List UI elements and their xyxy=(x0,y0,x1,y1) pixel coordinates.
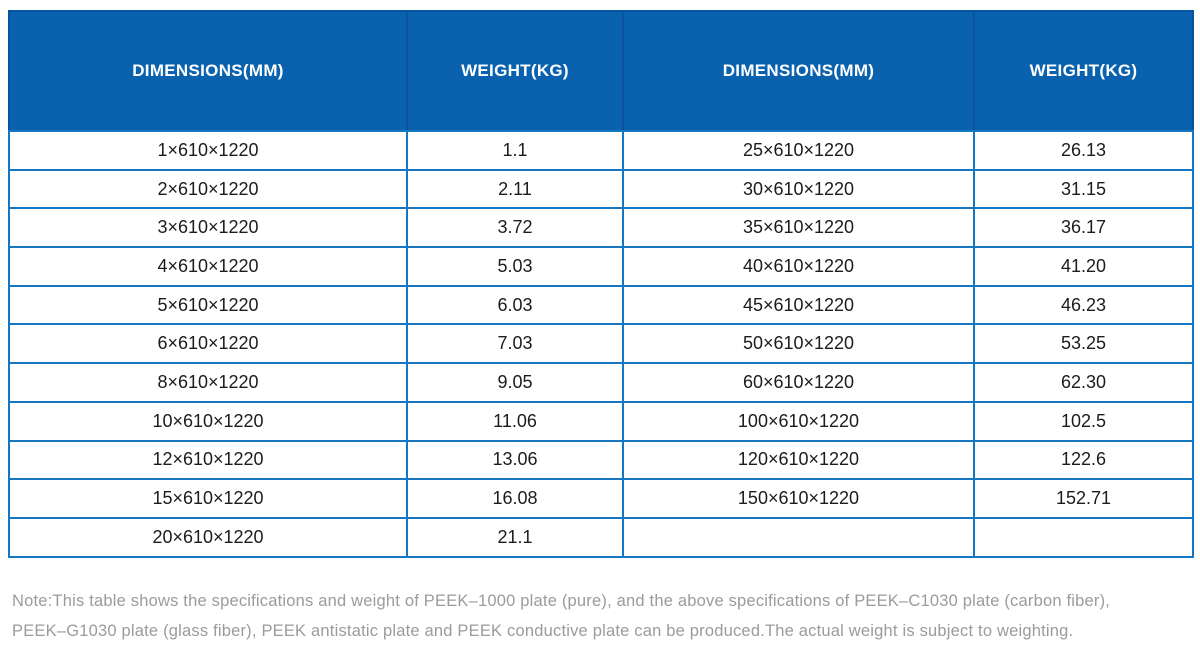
dimensions-cell: 50×610×1220 xyxy=(622,323,975,365)
column-header-weight-left: WEIGHT(KG) xyxy=(406,10,624,132)
weight-cell: 9.05 xyxy=(406,362,624,403)
table-row: 4×610×1220 5.03 40×610×1220 41.20 xyxy=(8,246,1194,287)
weight-cell: 16.08 xyxy=(406,478,624,519)
dimensions-cell: 2×610×1220 xyxy=(8,168,408,210)
weight-cell: 3.72 xyxy=(406,207,624,249)
dimensions-cell: 100×610×1220 xyxy=(622,400,975,442)
weight-cell: 41.20 xyxy=(973,246,1194,287)
weight-cell: 21.1 xyxy=(406,516,624,558)
column-header-dimensions-left: DIMENSIONS(MM) xyxy=(8,10,408,132)
weight-cell: 13.06 xyxy=(406,439,624,481)
dimensions-cell xyxy=(622,516,975,558)
table-row: 12×610×1220 13.06 120×610×1220 122.6 xyxy=(8,439,1194,481)
table-row: 8×610×1220 9.05 60×610×1220 62.30 xyxy=(8,362,1194,403)
weight-cell: 7.03 xyxy=(406,323,624,365)
dimensions-cell: 150×610×1220 xyxy=(622,478,975,519)
table-row: 5×610×1220 6.03 45×610×1220 46.23 xyxy=(8,284,1194,326)
note-text: Note:This table shows the specifications… xyxy=(12,586,1192,646)
dimensions-cell: 60×610×1220 xyxy=(622,362,975,403)
table-row: 15×610×1220 16.08 150×610×1220 152.71 xyxy=(8,478,1194,519)
table-row: 1×610×1220 1.1 25×610×1220 26.13 xyxy=(8,130,1194,171)
weight-cell: 46.23 xyxy=(973,284,1194,326)
dimensions-cell: 20×610×1220 xyxy=(8,516,408,558)
note-line-1: Note:This table shows the specifications… xyxy=(12,592,1111,610)
dimensions-cell: 40×610×1220 xyxy=(622,246,975,287)
weight-cell: 6.03 xyxy=(406,284,624,326)
weight-cell: 122.6 xyxy=(973,439,1194,481)
dimensions-cell: 10×610×1220 xyxy=(8,400,408,442)
weight-cell: 152.71 xyxy=(973,478,1194,519)
table-row: 10×610×1220 11.06 100×610×1220 102.5 xyxy=(8,400,1194,442)
weight-cell: 2.11 xyxy=(406,168,624,210)
dimensions-cell: 12×610×1220 xyxy=(8,439,408,481)
dimensions-cell: 120×610×1220 xyxy=(622,439,975,481)
column-header-dimensions-right: DIMENSIONS(MM) xyxy=(622,10,975,132)
dimensions-cell: 15×610×1220 xyxy=(8,478,408,519)
weight-cell: 36.17 xyxy=(973,207,1194,249)
weight-cell: 102.5 xyxy=(973,400,1194,442)
header-row: DIMENSIONS(MM) WEIGHT(KG) DIMENSIONS(MM)… xyxy=(8,10,1194,132)
weight-cell: 1.1 xyxy=(406,130,624,171)
table-row: 3×610×1220 3.72 35×610×1220 36.17 xyxy=(8,207,1194,249)
column-header-weight-right: WEIGHT(KG) xyxy=(973,10,1194,132)
weight-cell: 62.30 xyxy=(973,362,1194,403)
spec-weight-table: DIMENSIONS(MM) WEIGHT(KG) DIMENSIONS(MM)… xyxy=(8,10,1194,558)
weight-cell xyxy=(973,516,1194,558)
weight-cell: 26.13 xyxy=(973,130,1194,171)
dimensions-cell: 45×610×1220 xyxy=(622,284,975,326)
table-row: 20×610×1220 21.1 xyxy=(8,516,1194,558)
dimensions-cell: 25×610×1220 xyxy=(622,130,975,171)
dimensions-cell: 35×610×1220 xyxy=(622,207,975,249)
dimensions-cell: 8×610×1220 xyxy=(8,362,408,403)
dimensions-cell: 3×610×1220 xyxy=(8,207,408,249)
dimensions-cell: 5×610×1220 xyxy=(8,284,408,326)
weight-cell: 31.15 xyxy=(973,168,1194,210)
weight-cell: 11.06 xyxy=(406,400,624,442)
table-row: 2×610×1220 2.11 30×610×1220 31.15 xyxy=(8,168,1194,210)
dimensions-cell: 6×610×1220 xyxy=(8,323,408,365)
weight-cell: 53.25 xyxy=(973,323,1194,365)
dimensions-cell: 4×610×1220 xyxy=(8,246,408,287)
weight-cell: 5.03 xyxy=(406,246,624,287)
dimensions-cell: 30×610×1220 xyxy=(622,168,975,210)
note-line-2: PEEK–G1030 plate (glass fiber), PEEK ant… xyxy=(12,622,1074,640)
table-row: 6×610×1220 7.03 50×610×1220 53.25 xyxy=(8,323,1194,365)
dimensions-cell: 1×610×1220 xyxy=(8,130,408,171)
